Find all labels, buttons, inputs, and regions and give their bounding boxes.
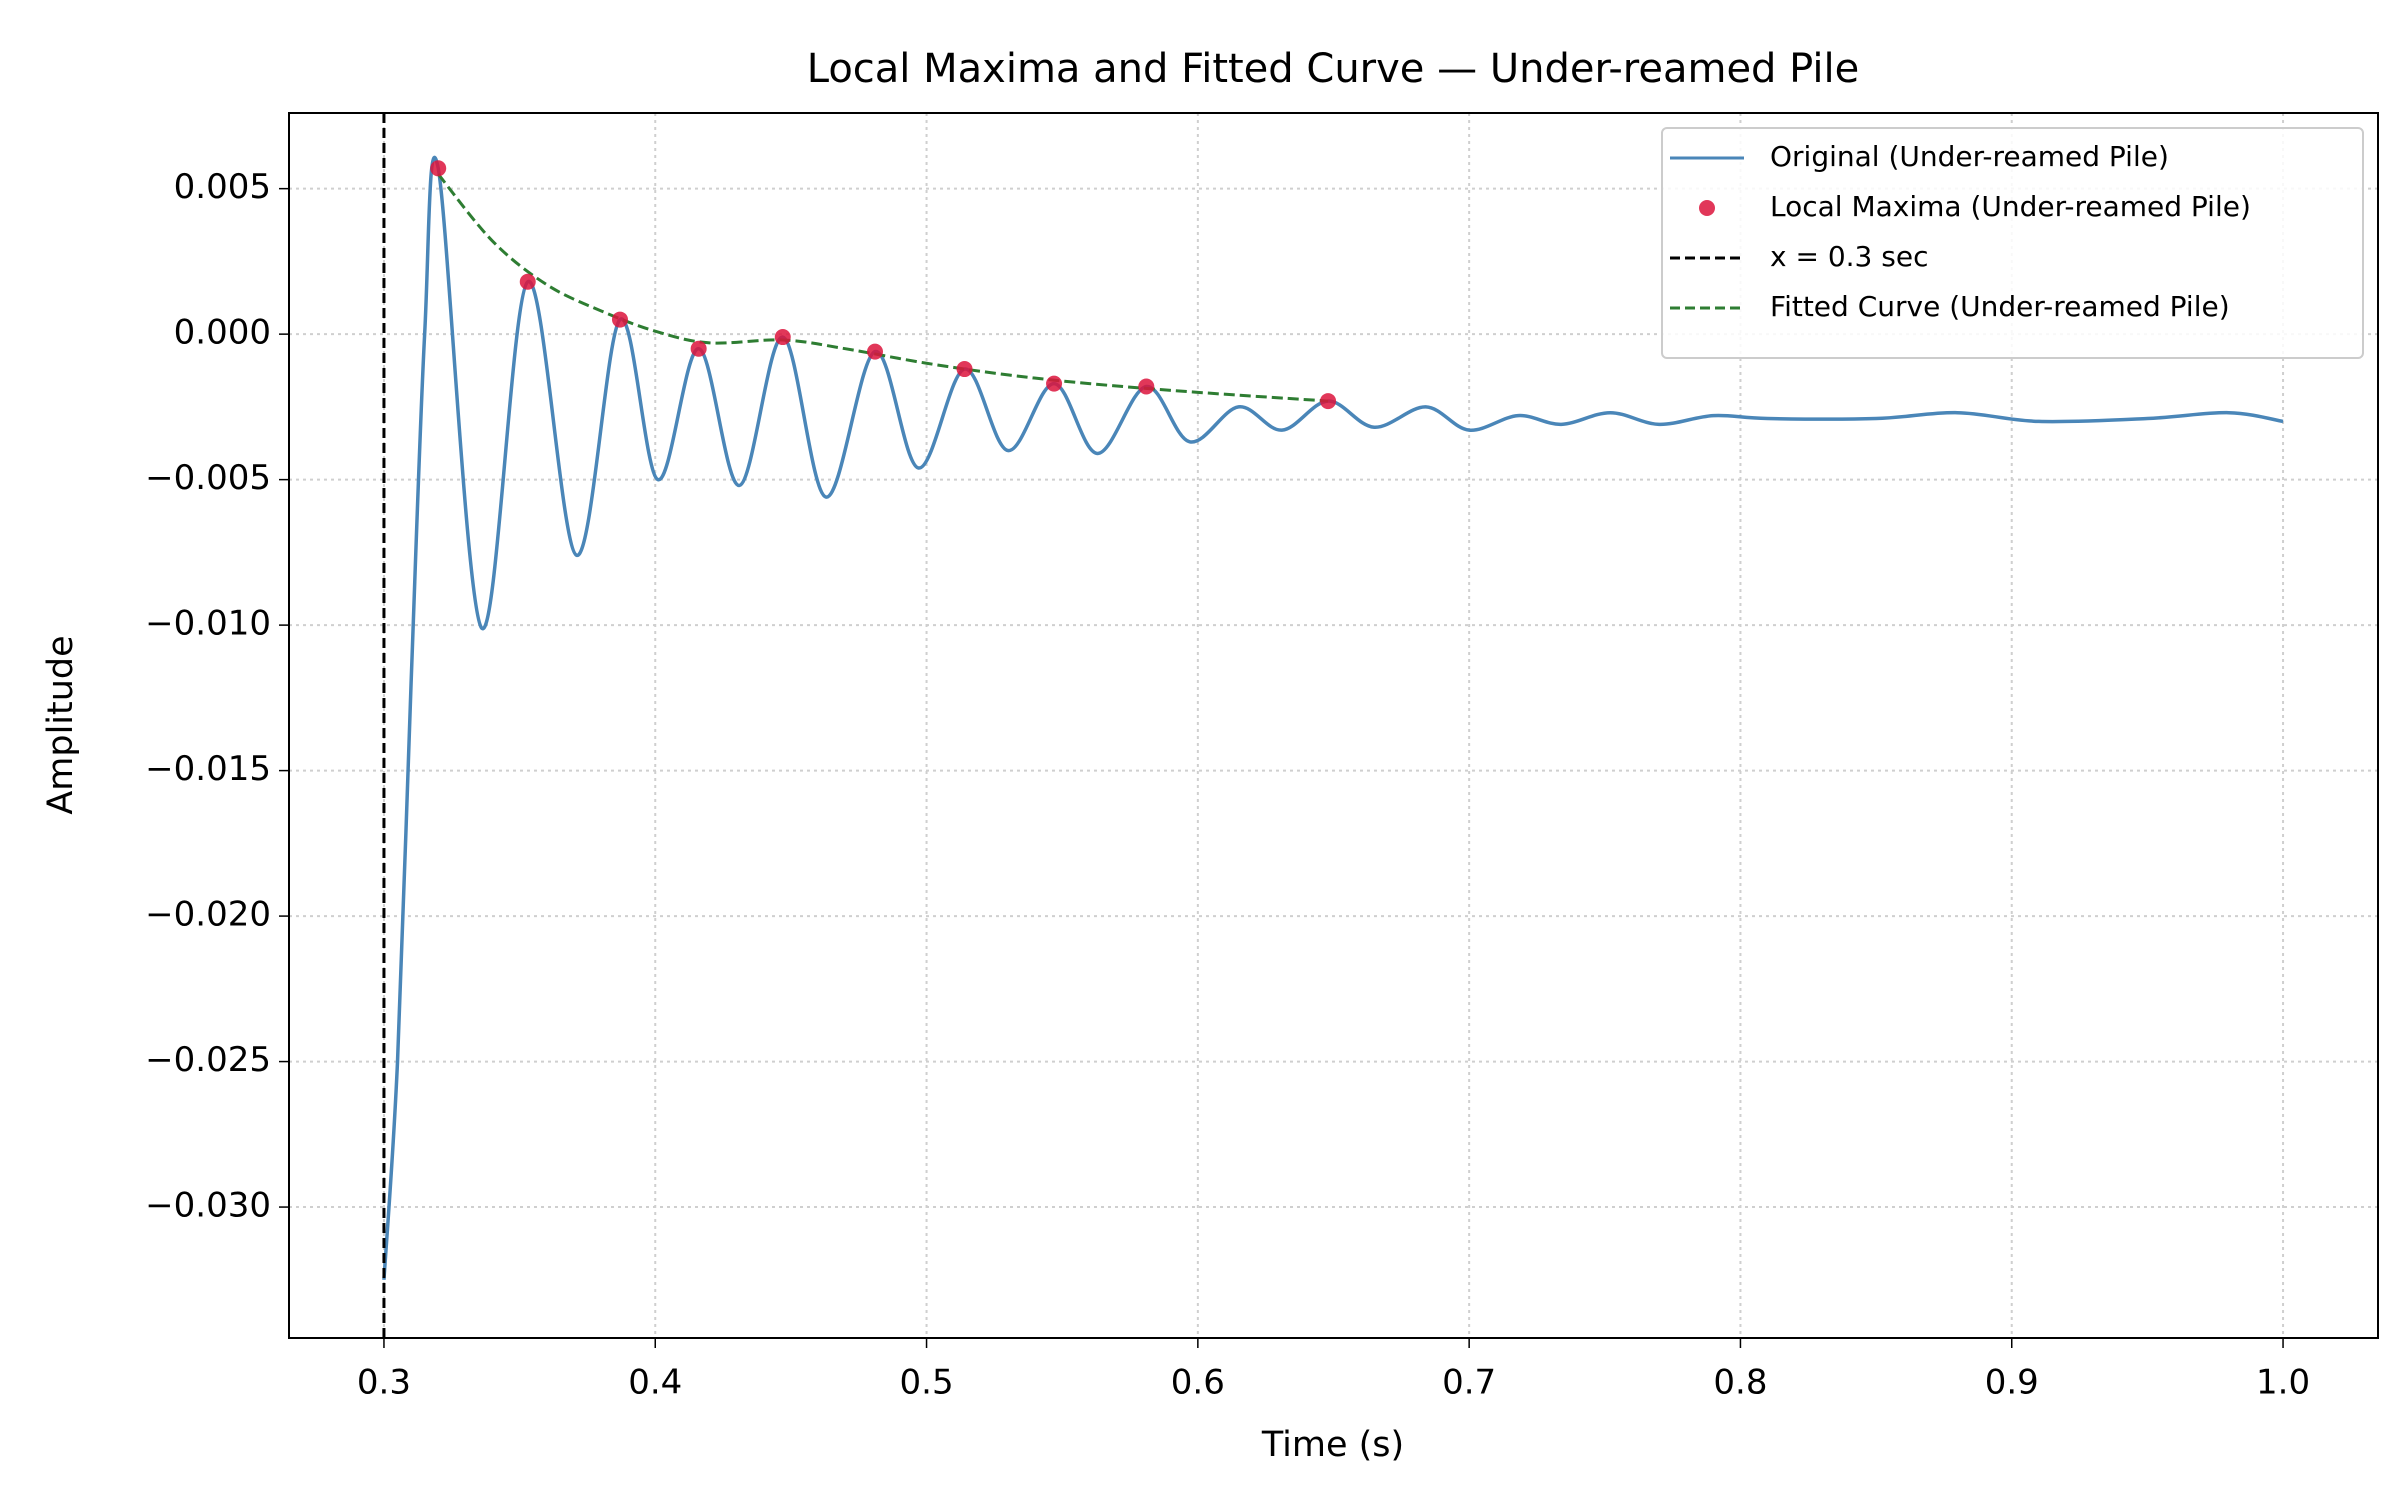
maximum-point — [867, 343, 884, 360]
legend-box — [1661, 127, 2364, 359]
x-tick-label: 0.7 — [1442, 1363, 1496, 1403]
x-tick-label: 0.9 — [1985, 1363, 2039, 1403]
x-tick-label: 0.6 — [1171, 1363, 1225, 1403]
y-tick-label: −0.030 — [145, 1186, 271, 1226]
y-tick-label: −0.010 — [145, 604, 271, 644]
y-tick-label: −0.015 — [145, 749, 271, 789]
legend: Original (Under-reamed Pile) Local Maxima… — [1661, 127, 2364, 359]
signal-line — [382, 156, 2284, 1280]
y-tick-label: −0.020 — [145, 895, 271, 935]
x-tick-label: 0.8 — [1713, 1363, 1767, 1403]
maximum-point — [1046, 375, 1063, 392]
y-tick-label: 0.005 — [174, 167, 271, 207]
plot-frame — [288, 112, 2379, 1339]
maximum-point — [774, 329, 791, 346]
maximum-point — [1138, 378, 1155, 395]
maximum-point — [519, 273, 536, 290]
chart-title: Local Maxima and Fitted Curve — Under-re… — [807, 46, 1859, 92]
legend-label: Original (Under-reamed Pile) — [1770, 140, 2169, 173]
x-tick-label: 1.0 — [2256, 1363, 2310, 1403]
legend-label: Local Maxima (Under-reamed Pile) — [1770, 190, 2251, 223]
legend-label: Fitted Curve (Under-reamed Pile) — [1770, 290, 2230, 323]
maximum-point — [690, 340, 707, 357]
x-tick-label: 0.3 — [357, 1363, 411, 1403]
legend-marker — [1699, 200, 1715, 216]
maximum-point — [956, 361, 973, 378]
x-tick-label: 0.4 — [628, 1363, 682, 1403]
fitted-line — [437, 173, 1329, 403]
x-axis-label: Time (s) — [1261, 1425, 1404, 1465]
maximum-point — [611, 311, 628, 328]
maximum-point — [430, 160, 447, 177]
y-tick-label: −0.005 — [145, 458, 271, 498]
x-tick-label: 0.5 — [900, 1363, 954, 1403]
y-axis-label: Amplitude — [41, 635, 81, 814]
legend-label: x = 0.3 sec — [1770, 240, 1928, 273]
y-tick-label: 0.000 — [174, 313, 271, 353]
maximum-point — [1320, 393, 1337, 410]
y-tick-label: −0.025 — [145, 1040, 271, 1080]
